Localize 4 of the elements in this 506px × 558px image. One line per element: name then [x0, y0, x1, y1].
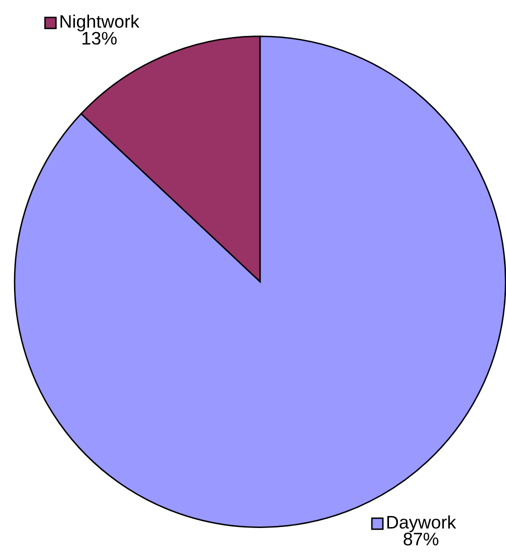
legend-label: Daywork — [387, 515, 456, 532]
data-label: 87% — [404, 532, 438, 546]
data-label: 13% — [82, 32, 117, 45]
legend-label: Nightwork — [60, 14, 140, 32]
